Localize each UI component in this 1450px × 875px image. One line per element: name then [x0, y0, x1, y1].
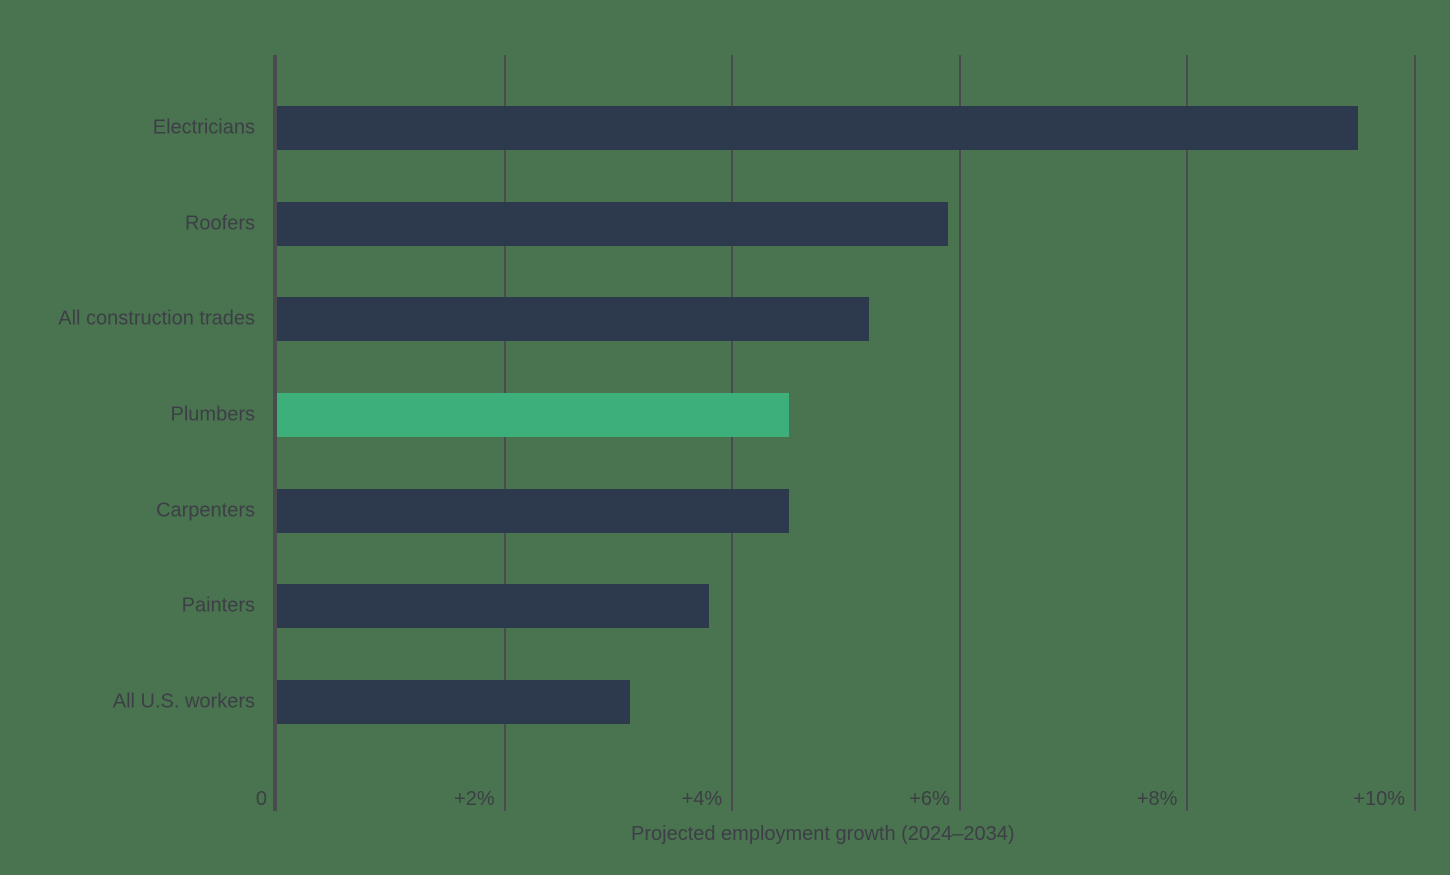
- y-axis-line: [273, 55, 277, 811]
- x-tick-label: +4%: [681, 788, 723, 810]
- gridline: [958, 55, 961, 811]
- bar-electricians: [277, 106, 1359, 150]
- category-label: Painters: [181, 594, 255, 617]
- category-label: All construction trades: [58, 307, 255, 330]
- category-label: Electricians: [152, 116, 255, 139]
- category-label: Roofers: [184, 212, 255, 235]
- x-tick-label: +2%: [454, 788, 495, 810]
- x-tick-label: +10%: [1353, 788, 1405, 810]
- category-label: Plumbers: [170, 403, 255, 426]
- category-label: All U.S. workers: [112, 690, 255, 713]
- x-tick-label: 0: [255, 788, 267, 810]
- bar-all-u-s-workers: [277, 680, 630, 725]
- gridline: [1186, 55, 1189, 811]
- bar-plumbers: [277, 393, 790, 437]
- category-label: Carpenters: [156, 499, 255, 522]
- gridline: [1414, 55, 1416, 811]
- bar-roofers: [277, 201, 949, 246]
- bar-carpenters: [277, 488, 790, 533]
- bar-painters: [277, 584, 710, 629]
- x-tick-label: +6%: [909, 788, 950, 810]
- x-tick-label: +8%: [1136, 788, 1178, 810]
- bar-all-construction-trades: [277, 297, 869, 342]
- x-axis-title: Projected employment growth (2024–2034): [631, 823, 1015, 845]
